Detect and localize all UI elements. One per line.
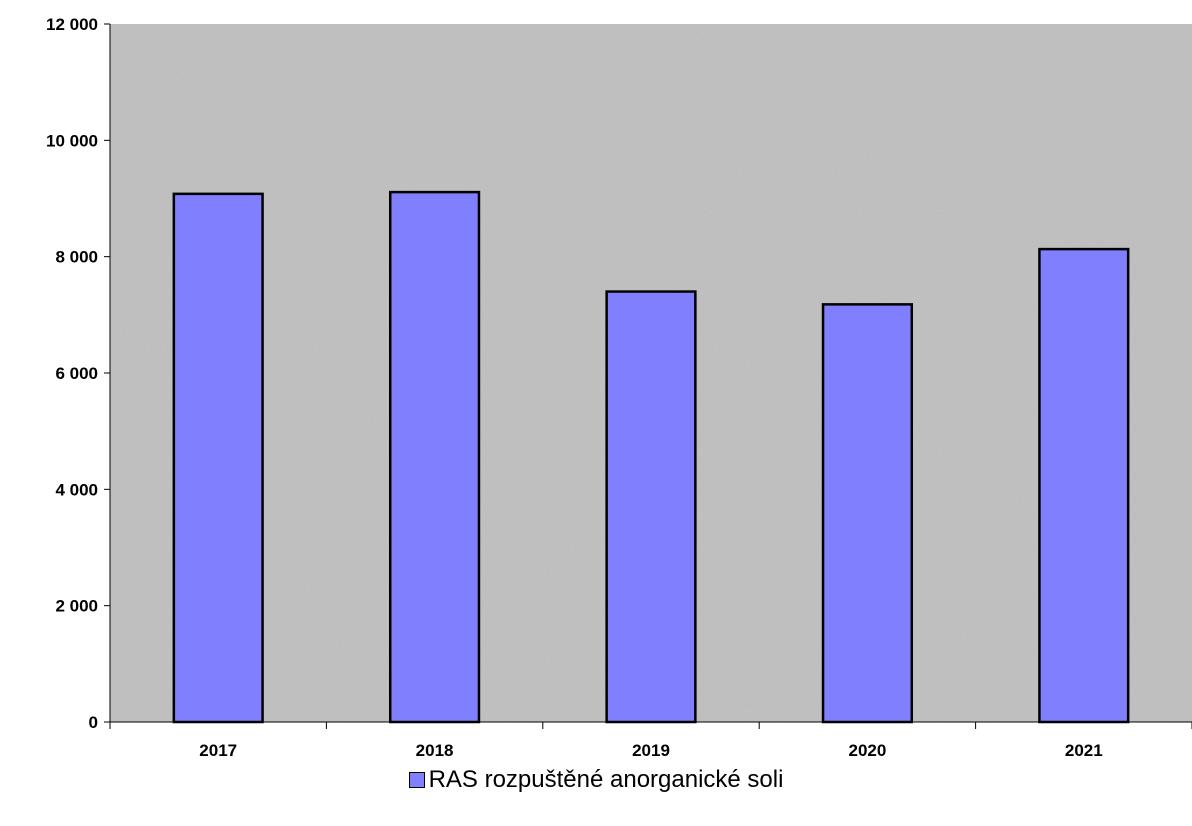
x-tick-label: 2019 (632, 741, 670, 760)
x-tick-label: 2021 (1065, 741, 1103, 760)
y-tick-label: 0 (89, 713, 98, 732)
y-tick-label: 4 000 (55, 480, 98, 499)
bar-2019 (605, 290, 697, 724)
y-tick-label: 2 000 (55, 597, 98, 616)
x-tick-label: 2017 (199, 741, 237, 760)
y-tick-label: 8 000 (55, 248, 98, 267)
legend: RAS rozpuštěné anorganické soli (0, 766, 1192, 794)
y-tick-label: 12 000 (46, 15, 98, 34)
bar-2017 (172, 192, 264, 724)
bar-series (172, 190, 1130, 724)
x-tick-label: 2020 (848, 741, 886, 760)
legend-swatch (408, 772, 425, 788)
legend-label: RAS rozpuštěné anorganické soli (428, 766, 784, 793)
y-tick-label: 6 000 (55, 364, 98, 383)
x-axis: 2017 2018 2019 2020 2021 (109, 721, 1192, 760)
y-tick-label: 10 000 (46, 131, 98, 150)
bar-2021 (1038, 247, 1130, 724)
y-axis: 0 2 000 4 000 6 000 8 000 10 000 12 000 (46, 15, 111, 732)
bar-2020 (821, 303, 914, 724)
x-tick-label: 2018 (416, 741, 454, 760)
bar-2018 (388, 190, 481, 724)
